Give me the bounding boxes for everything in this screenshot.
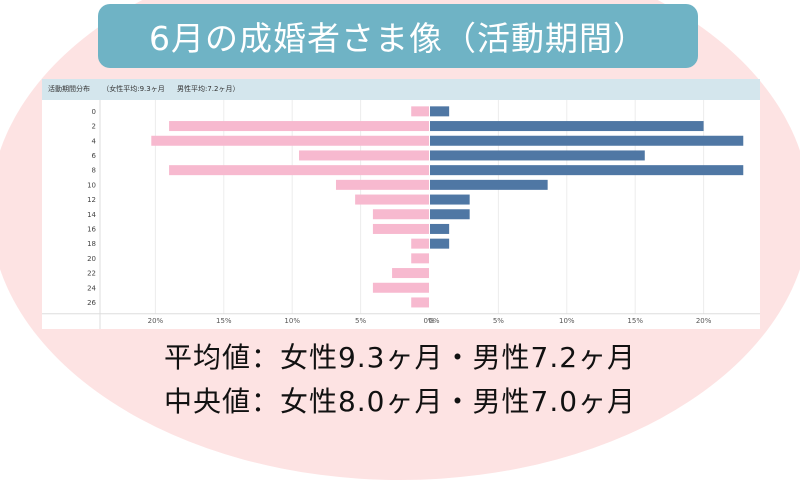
female-bar xyxy=(392,268,429,279)
female-bar xyxy=(411,297,429,308)
average-stats: 平均値：女性9.3ヶ月・男性7.2ヶ月 xyxy=(163,341,637,374)
median-stats: 中央値：女性8.0ヶ月・男性7.0ヶ月 xyxy=(163,385,637,418)
chart-header: 活動期間分布 （女性平均:9.3ヶ月 男性平均:7.2ヶ月） xyxy=(42,79,760,100)
male-bar xyxy=(430,209,470,220)
category-label: 20 xyxy=(87,255,96,263)
left-tick-label: 20% xyxy=(148,317,164,325)
female-bar xyxy=(299,150,429,161)
female-bar xyxy=(411,106,429,117)
category-label: 22 xyxy=(87,270,96,278)
male-bar xyxy=(430,106,450,117)
category-label: 24 xyxy=(87,284,96,292)
female-bar xyxy=(169,165,429,176)
female-bar xyxy=(411,238,429,249)
male-bar xyxy=(430,121,704,132)
page-title: 6月の成婚者さま像（活動期間） xyxy=(98,4,698,68)
chart-header-female-avg: （女性平均:9.3ヶ月 xyxy=(102,85,165,93)
female-bar xyxy=(372,209,429,220)
chart-header-male-avg: 男性平均:7.2ヶ月） xyxy=(176,85,240,93)
female-bar xyxy=(169,121,429,132)
male-bar xyxy=(430,150,645,161)
male-bar xyxy=(430,165,744,176)
category-label: 16 xyxy=(87,225,96,233)
male-bar xyxy=(430,238,450,249)
female-bar xyxy=(355,194,429,205)
male-bar xyxy=(430,194,470,205)
category-label: 12 xyxy=(87,196,96,204)
chart-panel: 活動期間分布 （女性平均:9.3ヶ月 男性平均:7.2ヶ月） 0 2 4 6 8 10 12… xyxy=(42,79,760,329)
category-label: 6 xyxy=(92,152,97,160)
right-tick-label: 15% xyxy=(627,317,643,325)
female-bar xyxy=(372,282,429,293)
male-bar xyxy=(430,179,548,190)
right-tick-label: 20% xyxy=(696,317,712,325)
left-tick-label: 5% xyxy=(355,317,366,325)
right-tick-label: 5% xyxy=(493,317,504,325)
category-label: 26 xyxy=(87,299,96,307)
category-label: 8 xyxy=(92,167,96,175)
category-label: 10 xyxy=(87,181,96,189)
female-bar xyxy=(335,179,429,190)
male-bar xyxy=(430,223,450,234)
category-label: 14 xyxy=(87,211,96,219)
category-label: 18 xyxy=(87,240,96,248)
left-tick-label: 15% xyxy=(216,317,232,325)
female-bar xyxy=(411,253,429,264)
right-tick-label: 0% xyxy=(428,317,439,325)
category-label: 2 xyxy=(92,123,96,131)
chart-header-label: 活動期間分布 xyxy=(48,85,90,93)
left-tick-label: 10% xyxy=(284,317,300,325)
female-bar xyxy=(151,135,429,146)
male-bar xyxy=(430,135,744,146)
right-tick-label: 10% xyxy=(559,317,575,325)
female-bar xyxy=(372,223,429,234)
category-label: 0 xyxy=(92,108,96,116)
category-label: 4 xyxy=(92,137,97,145)
left-tick-label: 0% xyxy=(423,317,434,325)
